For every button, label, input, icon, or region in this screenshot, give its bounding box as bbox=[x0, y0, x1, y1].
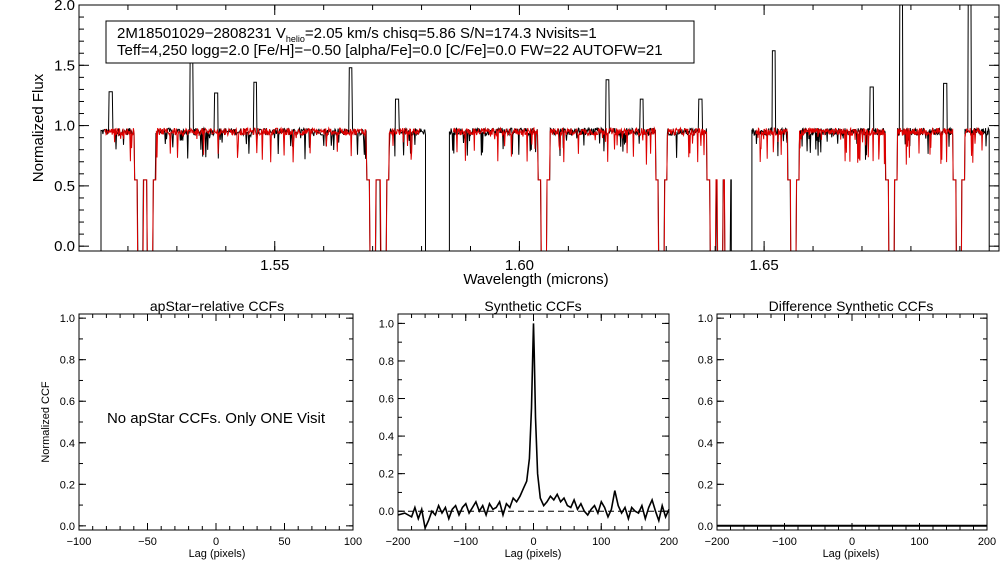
synthetic-ccf-x-tick-label: −100 bbox=[453, 536, 478, 548]
spectrum-synthetic-line-chip-3 bbox=[755, 126, 984, 251]
synthetic-ccf-ticks: −200 −100 0 100 200 0.0 0.2 0.4 0.6 0.8 1.0 bbox=[379, 314, 678, 548]
synthetic-ccf-data-layer bbox=[397, 323, 670, 531]
spectrum-synthetic-line-chip-2 bbox=[452, 126, 726, 251]
spectrum-x-tick-label: 1.60 bbox=[505, 257, 534, 274]
spectrum-y-tick-label: 2.0 bbox=[54, 0, 75, 14]
difference-ccf-title: Difference Synthetic CCFs bbox=[769, 298, 934, 314]
difference-ccf-x-tick-label: −100 bbox=[772, 536, 797, 548]
info-helio-subscript: helio bbox=[286, 34, 305, 44]
apstar-ccf-x-tick-label: −50 bbox=[138, 536, 157, 548]
difference-ccf-x-tick-label: 100 bbox=[910, 536, 928, 548]
apstar-ccf-y-tick-label: 1.0 bbox=[60, 313, 75, 325]
apstar-ccf-title: apStar−relative CCFs bbox=[150, 298, 284, 314]
apstar-ccf-x-tick-label: −100 bbox=[67, 536, 92, 548]
spectrum-y-tick-label: 1.5 bbox=[54, 57, 75, 74]
synthetic-ccf-y-tick-label: 0.2 bbox=[379, 469, 394, 481]
spectrum-observed-line-chip-2 bbox=[448, 79, 732, 251]
info-line1-values: =2.05 km/s chisq=5.86 S/N=174.3 Nvisits=… bbox=[305, 25, 597, 42]
spectrum-synthetic-line-chip-1 bbox=[104, 126, 421, 251]
difference-ccf-y-tick-label: 0.4 bbox=[698, 438, 713, 450]
spectrum-plot: 1.55 1.60 1.65 0.0 0.5 1.0 1.5 2.0 2M18501029−2… bbox=[30, 0, 1000, 288]
spectrum-x-axis-label: Wavelength (microns) bbox=[463, 271, 608, 288]
apstar-ccf-y-tick-label: 0.0 bbox=[60, 521, 75, 533]
apstar-ccf-x-label: Lag (pixels) bbox=[189, 548, 246, 560]
difference-ccf-y-tick-label: 0.2 bbox=[698, 479, 713, 491]
apstar-ccf-x-tick-label: 0 bbox=[213, 536, 219, 548]
synthetic-ccf-y-tick-label: 1.0 bbox=[379, 318, 394, 330]
spectrum-plot-frame bbox=[78, 4, 1000, 252]
apstar-ccf-y-tick-label: 0.4 bbox=[60, 438, 75, 450]
synthetic-ccf-x-label: Lag (pixels) bbox=[505, 548, 562, 560]
difference-ccf-y-tick-label: 0.0 bbox=[698, 521, 713, 533]
synthetic-ccf-title: Synthetic CCFs bbox=[484, 298, 581, 314]
apstar-ccf-ticks: −100 −50 0 50 100 0.0 0.2 0.4 0.6 0.8 1.0 bbox=[60, 313, 362, 548]
difference-ccf-ticks: −200 −100 0 100 200 0.0 0.2 0.4 0.6 0.8 1.0 bbox=[698, 313, 996, 548]
apstar-ccf-y-tick-label: 0.2 bbox=[60, 479, 75, 491]
info-line1: 2M18501029−2808231 Vhelio=2.05 km/s chis… bbox=[117, 25, 597, 44]
spectrum-y-tick-label: 1.0 bbox=[54, 118, 75, 135]
apstar-ccf-y-tick-label: 0.8 bbox=[60, 355, 75, 367]
difference-ccf-y-tick-label: 0.8 bbox=[698, 355, 713, 367]
apstar-ccf-plot: apStar−relative CCFs −100 −50 0 50 100 0.0 0.2… bbox=[40, 298, 362, 560]
apstar-ccf-y-label: Normalized CCF bbox=[40, 381, 52, 463]
spectrum-x-tick-label: 1.65 bbox=[750, 257, 779, 274]
info-star-id: 2M18501029−2808231 V bbox=[117, 25, 286, 42]
difference-ccf-x-tick-label: 200 bbox=[978, 536, 996, 548]
difference-ccf-y-tick-label: 0.6 bbox=[698, 396, 713, 408]
spectrum-info-box: 2M18501029−2808231 Vhelio=2.05 km/s chis… bbox=[105, 20, 695, 64]
spectrum-y-tick-label: 0.0 bbox=[54, 238, 75, 255]
synthetic-ccf-y-tick-label: 0.4 bbox=[379, 431, 394, 443]
spectrum-ticks: 1.55 1.60 1.65 0.0 0.5 1.0 1.5 2.0 bbox=[54, 0, 999, 274]
no-ccf-message: No apStar CCFs. Only ONE Visit bbox=[107, 410, 326, 427]
spectrum-y-axis-label: Normalized Flux bbox=[30, 73, 47, 182]
synthetic-ccf-x-tick-label: 0 bbox=[530, 536, 536, 548]
spectrum-x-tick-label: 1.55 bbox=[260, 257, 289, 274]
synthetic-ccf-x-tick-label: −200 bbox=[386, 536, 411, 548]
synthetic-ccf-x-tick-label: 200 bbox=[660, 536, 678, 548]
apstar-ccf-x-tick-label: 100 bbox=[344, 536, 362, 548]
spectrum-clip-group bbox=[100, 5, 990, 251]
difference-ccf-x-tick-label: −200 bbox=[705, 536, 730, 548]
difference-ccf-x-tick-label: 0 bbox=[849, 536, 855, 548]
synthetic-ccf-x-tick-label: 100 bbox=[592, 536, 610, 548]
spectrum-data-layer bbox=[100, 5, 990, 251]
apstar-ccf-x-tick-label: 50 bbox=[278, 536, 290, 548]
synthetic-ccf-y-tick-label: 0.8 bbox=[379, 356, 394, 368]
synthetic-ccf-line bbox=[397, 323, 670, 531]
info-line2: Teff=4,250 logg=2.0 [Fe/H]=−0.50 [alpha/… bbox=[117, 42, 663, 59]
spectrum-y-tick-label: 0.5 bbox=[54, 178, 75, 195]
difference-ccf-plot: Difference Synthetic CCFs −200 −100 0 100 20… bbox=[698, 298, 996, 560]
spectrum-observed-line-chip-3 bbox=[751, 5, 990, 251]
apstar-ccf-y-tick-label: 0.6 bbox=[60, 396, 75, 408]
difference-ccf-x-label: Lag (pixels) bbox=[823, 548, 880, 560]
difference-ccf-y-tick-label: 1.0 bbox=[698, 313, 713, 325]
synthetic-ccf-plot: Synthetic CCFs −200 −100 0 100 200 0.0 0.2 0.4 0… bbox=[379, 298, 678, 560]
synthetic-ccf-y-tick-label: 0.0 bbox=[379, 506, 394, 518]
synthetic-ccf-y-tick-label: 0.6 bbox=[379, 394, 394, 406]
